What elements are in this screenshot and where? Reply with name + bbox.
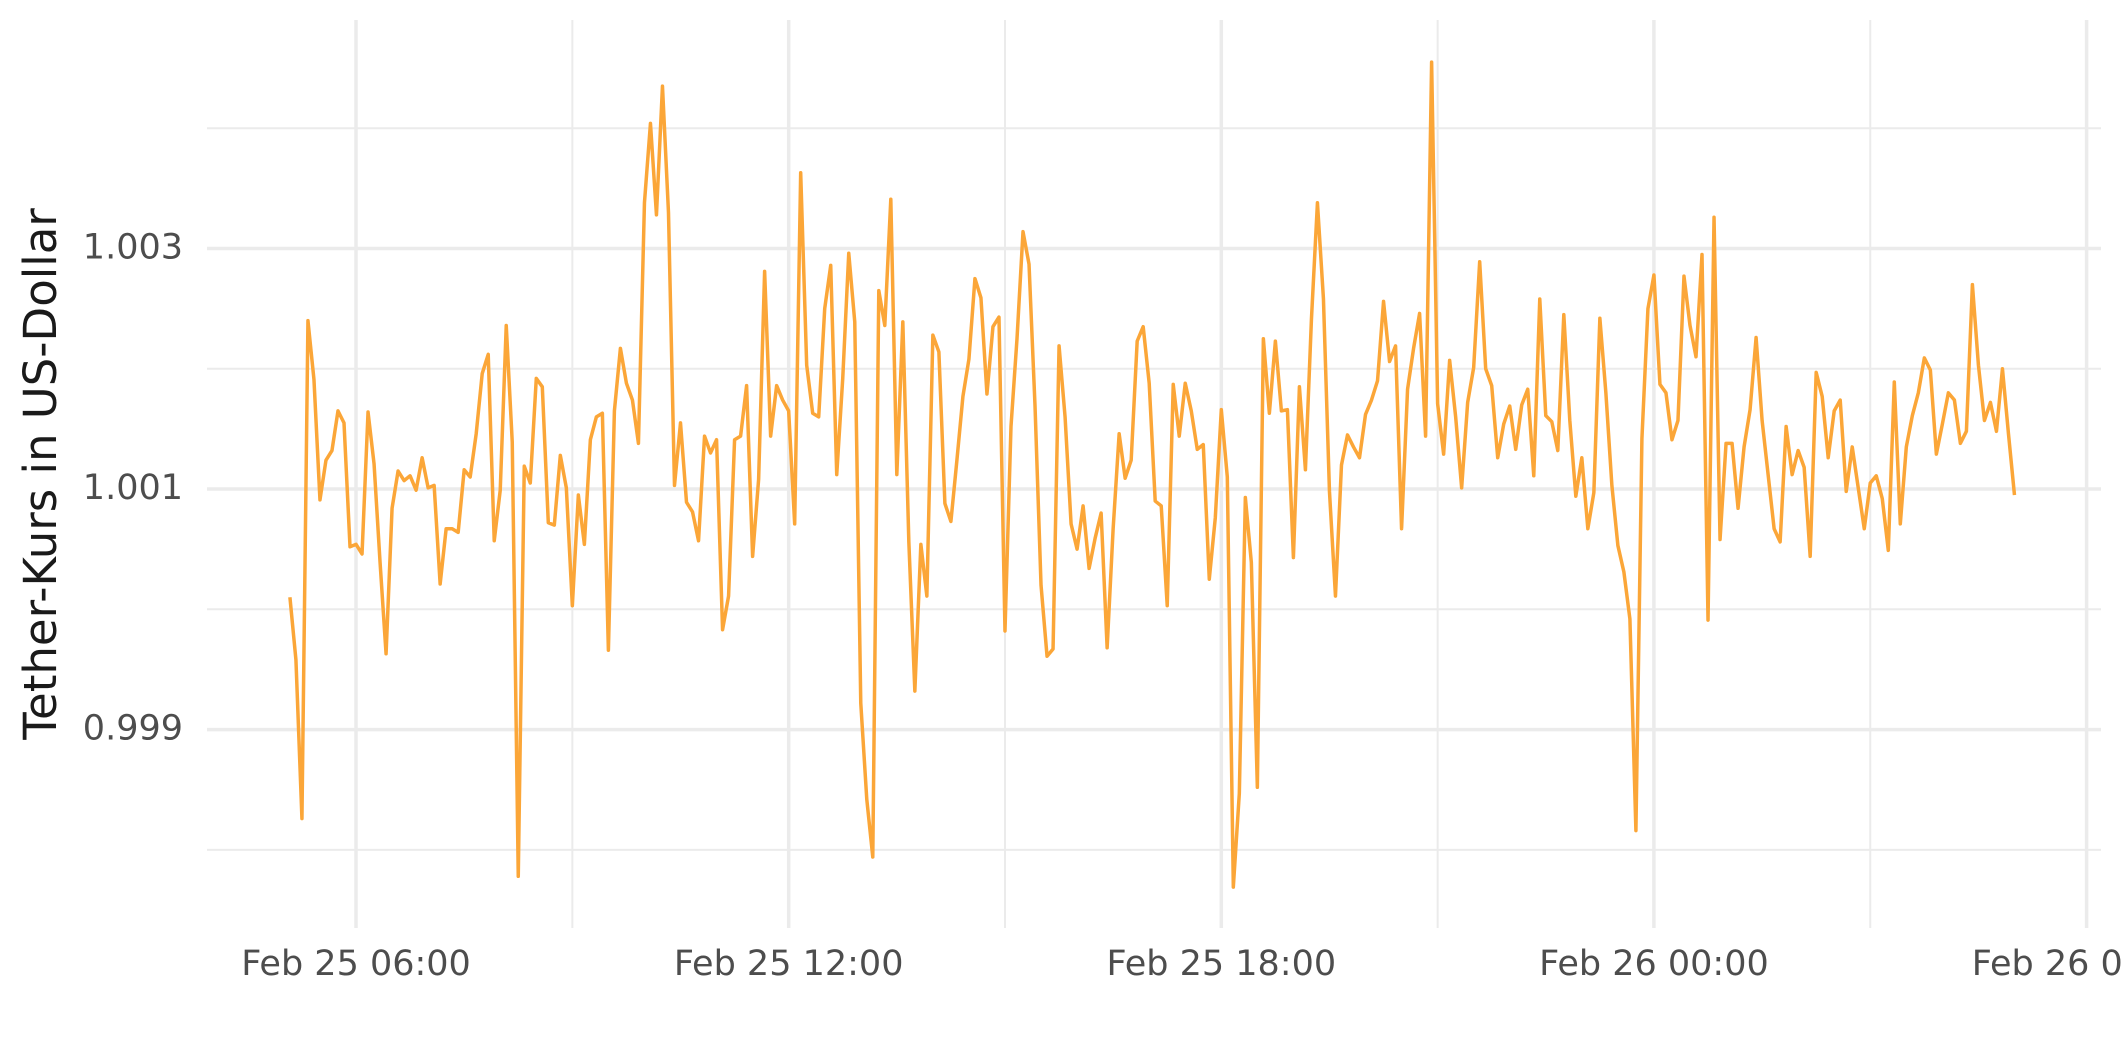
y-tick-label: 1.001 (83, 468, 183, 508)
y-tick-label: 0.999 (83, 709, 183, 749)
x-tick-label: Feb 26 00:00 (1539, 944, 1769, 984)
x-tick-label: Feb 26 06:00 (1972, 944, 2125, 984)
y-tick-label: 1.003 (83, 228, 183, 268)
x-tick-label: Feb 25 06:00 (241, 944, 471, 984)
price-line (288, 60, 2017, 889)
y-axis-title: Tether-Kurs in US-Dollar (14, 208, 67, 741)
x-tick-label: Feb 25 12:00 (674, 944, 904, 984)
x-tick-label: Feb 25 18:00 (1106, 944, 1336, 984)
